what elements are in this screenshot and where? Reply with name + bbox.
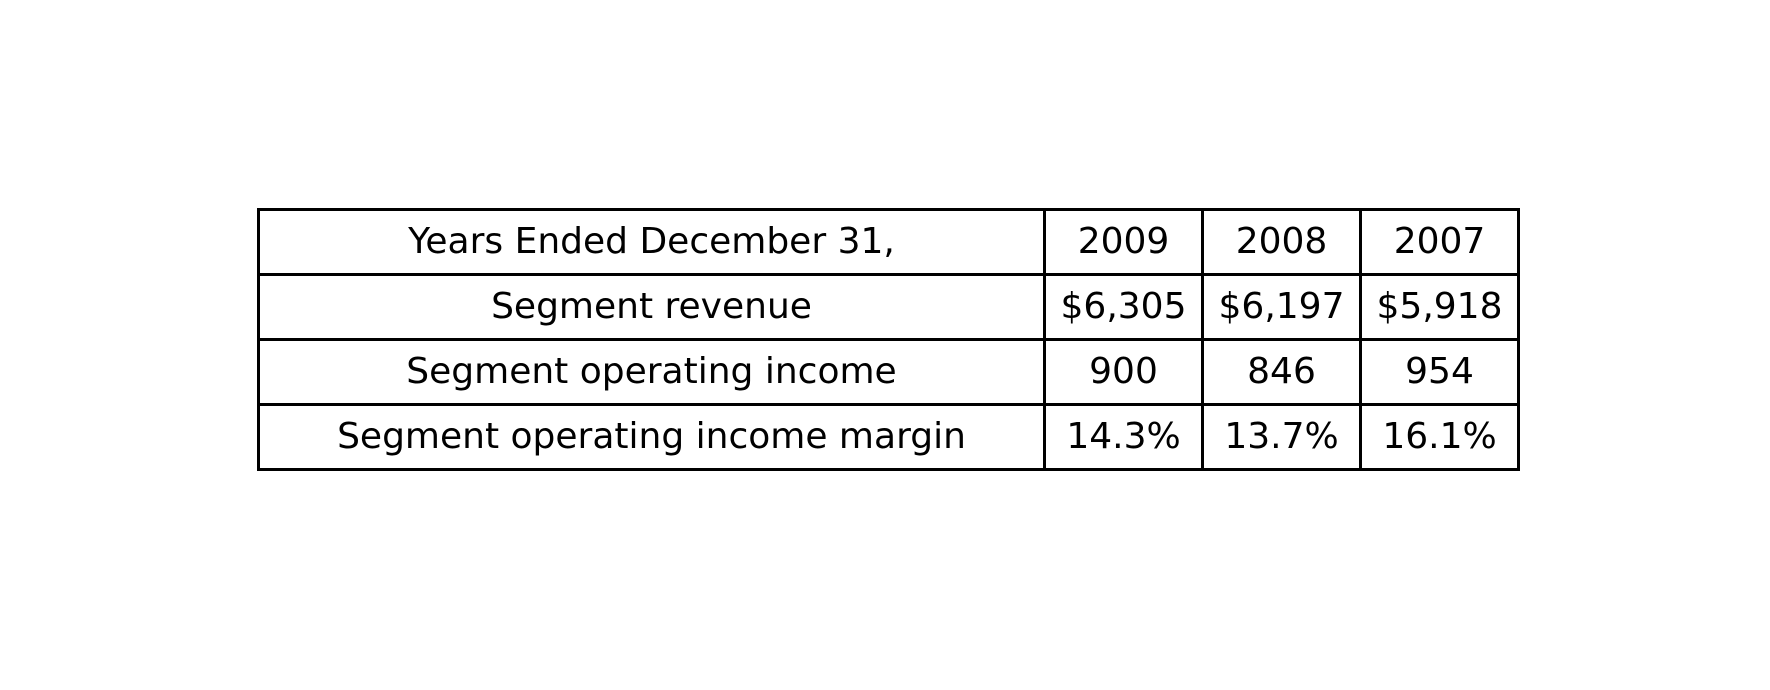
table-row: Segment operating income margin 14.3% 13…: [257, 403, 1520, 471]
value-cell: 14.3%: [1043, 403, 1204, 471]
value-cell: 900: [1043, 338, 1204, 406]
value-cell: $6,305: [1043, 273, 1204, 341]
table-row: Segment operating income 900 846 954: [257, 338, 1520, 406]
value-cell: $5,918: [1359, 273, 1520, 341]
row-label-cell: Segment operating income margin: [257, 403, 1046, 471]
value-cell: 846: [1201, 338, 1362, 406]
table-row: Segment revenue $6,305 $6,197 $5,918: [257, 273, 1520, 341]
row-label-cell: Segment operating income: [257, 338, 1046, 406]
value-cell: $6,197: [1201, 273, 1362, 341]
row-label-cell: Segment revenue: [257, 273, 1046, 341]
segment-table: Years Ended December 31, 2009 2008 2007 …: [257, 208, 1520, 471]
value-cell: 16.1%: [1359, 403, 1520, 471]
header-year-cell: 2007: [1359, 208, 1520, 276]
header-label-cell: Years Ended December 31,: [257, 208, 1046, 276]
header-year-cell: 2009: [1043, 208, 1204, 276]
value-cell: 954: [1359, 338, 1520, 406]
header-year-cell: 2008: [1201, 208, 1362, 276]
table-header-row: Years Ended December 31, 2009 2008 2007: [257, 208, 1520, 276]
value-cell: 13.7%: [1201, 403, 1362, 471]
